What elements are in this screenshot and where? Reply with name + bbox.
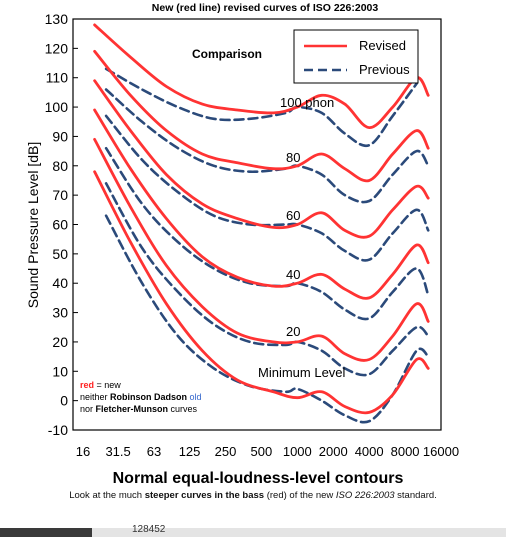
caption-standard: ISO 226:2003 [335,490,395,501]
x-tick-label: 500 [251,444,273,459]
y-tick-label: 20 [52,334,68,350]
x-tick-label: 1000 [283,444,312,459]
x-tick-label: 4000 [355,444,384,459]
legend-note: red = new neither Robinson Dadson old no… [80,380,202,414]
y-tick-label: 110 [46,70,69,86]
footer-text: 128452 [132,524,166,535]
chart-title: New (red line) revised curves of ISO 226… [152,2,379,14]
comparison-label: Comparison [192,47,262,61]
revised-curve-80-phon [93,49,430,183]
y-tick-label: 130 [45,11,69,27]
previous-curve-20-phon [104,182,430,377]
label-40: 40 [286,267,300,282]
x-tick-label: 16000 [423,444,459,459]
chart-subtitle: Normal equal-loudness-level contours [113,470,404,487]
note-line-2: neither Robinson Dadson old [80,392,202,402]
revised-curve-0-phon [93,170,430,415]
y-tick-label: 10 [52,363,68,379]
curves-layer [93,23,430,424]
revised-curve-40-phon [93,108,430,300]
note-line-3: nor Fletcher-Munson curves [80,404,198,414]
legend: Revised Previous [293,29,419,84]
y-tick-label: 60 [52,217,68,233]
caption-emphasis: steeper curves in the bass [144,490,265,501]
x-axis: 16 31.5 63 125 250 500 1000 2000 4000 8000 16000 [76,444,459,459]
y-tick-label: 80 [52,158,68,174]
revised-curve-20-phon [93,138,430,362]
label-20: 20 [286,324,300,339]
x-tick-label: 63 [147,444,161,459]
previous-curve-80-phon [104,88,430,204]
previous-curve-60-phon [104,114,430,262]
label-60: 60 [286,208,300,223]
footer-dark-block [0,528,92,537]
footer-bar: 128452 [0,524,506,537]
curve-labels: 100 phon 80 60 40 20 Minimum Level [258,95,346,380]
y-tick-label: 50 [52,246,68,262]
label-minimum-level: Minimum Level [258,365,346,380]
x-tick-label: 2000 [319,444,348,459]
y-tick-label: 70 [52,187,68,203]
revised-curve-60-phon [93,79,430,239]
legend-box [293,29,419,84]
y-tick-label: 90 [52,128,68,144]
y-tick-label: -10 [48,422,68,438]
legend-previous-label: Previous [359,62,410,77]
y-tick-label: 40 [52,275,68,291]
note-line-1: red = new [80,380,121,390]
y-tick-label: 0 [60,393,68,409]
x-tick-label: 125 [179,444,201,459]
caption: Look at the much steeper curves in the b… [69,490,437,501]
x-tick-label: 16 [76,444,90,459]
label-100-phon: 100 phon [280,95,334,110]
y-tick-label: 100 [45,99,69,115]
label-80: 80 [286,150,300,165]
x-tick-label: 31.5 [105,444,130,459]
y-axis-label: Sound Pressure Level [dB] [25,142,41,309]
y-tick-label: 30 [52,305,68,321]
x-tick-label: 8000 [391,444,420,459]
legend-revised-label: Revised [359,38,406,53]
y-tick-label: 120 [45,40,69,56]
revised-curve-100-phon [93,23,430,129]
x-tick-label: 250 [215,444,237,459]
